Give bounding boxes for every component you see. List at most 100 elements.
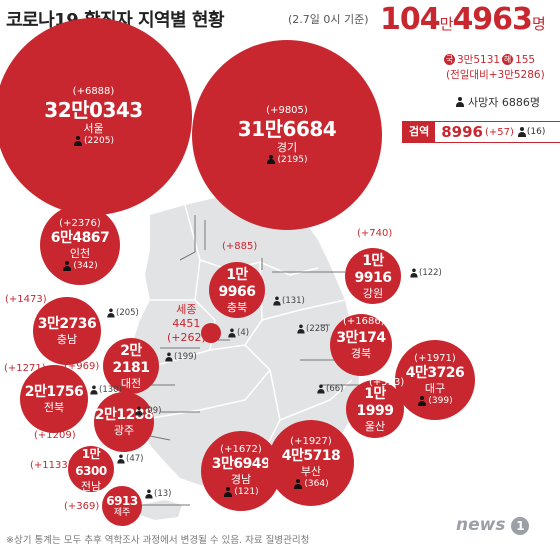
region-name: 충북 — [226, 300, 248, 314]
deaths-tag-jeonbuk: (130) — [89, 385, 122, 395]
region-circle-gyeongnam: (+1672) 3만6949 경남 (121) — [201, 431, 281, 511]
region-circle-gangwon: 1만9916 강원 — [345, 248, 401, 304]
region-circle-sejong — [201, 323, 221, 343]
region-circle-daegu: (+1971) 4만3726 대구 (399) — [395, 340, 475, 420]
region-deaths: (121) — [223, 486, 259, 498]
overseas-badge: 해 — [502, 54, 514, 65]
delta-label-gyeongbuk: (+1686) — [343, 316, 385, 327]
region-total: 3만2736 — [37, 316, 97, 332]
region-delta: (+1672) — [220, 444, 262, 455]
person-icon — [89, 385, 98, 395]
region-delta: (+2376) — [59, 218, 101, 229]
person-icon — [134, 406, 143, 416]
region-circle-chungbuk: 1만9966 충북 — [209, 262, 265, 318]
region-total: 1만6300 — [75, 446, 107, 478]
region-name: 서울 — [83, 122, 104, 135]
sejong-label: 세종 4451 (+262) — [167, 303, 206, 345]
region-deaths: (2195) — [267, 154, 308, 166]
total-breakdown: 국 3만5131 해 155 — [444, 52, 535, 67]
person-icon — [293, 479, 302, 489]
region-name: 인천 — [69, 247, 91, 260]
region-circle-ulsan: 1만1999 울산 — [346, 380, 404, 438]
region-total: 1만9966 — [218, 266, 256, 300]
delta-label-chungnam: (+1473) — [5, 294, 47, 305]
region-delta: (+262) — [167, 331, 206, 344]
deaths-tag-gyeongbuk: (228) — [296, 324, 329, 334]
region-total: 6만4867 — [50, 230, 110, 246]
total-deaths: 사망자 6886명 — [455, 94, 540, 110]
region-deaths-value: (2205) — [84, 136, 114, 146]
region-deaths: (399) — [417, 395, 453, 407]
region-total: 3만174 — [336, 330, 386, 346]
person-icon — [106, 308, 115, 318]
person-icon — [223, 487, 232, 497]
person-icon — [73, 136, 82, 146]
source-note: ※상기 통계는 모두 추후 역학조사 과정에서 변경될 수 있음. 자료 질병관… — [6, 535, 310, 546]
person-icon — [518, 127, 527, 137]
person-icon — [62, 261, 71, 271]
person-icon — [455, 97, 464, 107]
region-total: 32만0343 — [44, 98, 143, 122]
region-name: 전남 — [80, 479, 102, 493]
region-circle-gyeonggi: (+9805) 31만6684 경기 (2195) — [192, 40, 382, 230]
region-name: 경북 — [350, 347, 372, 360]
region-deaths-value: (342) — [73, 261, 98, 271]
region-deaths-value: (2195) — [277, 154, 308, 165]
region-total: 4451 — [172, 317, 201, 330]
region-delta: (+9805) — [266, 104, 308, 116]
deaths-tag-chungnam: (205) — [106, 308, 139, 318]
delta-label-jeonbuk: (+1271) — [4, 363, 46, 374]
person-icon — [272, 296, 281, 306]
news1-logo: news 1 — [456, 515, 530, 535]
delta-label-gwangju: (+1209) — [34, 430, 76, 441]
deaths-tag-chungbuk: (131) — [272, 296, 305, 306]
region-name: 광주 — [113, 424, 135, 437]
total-deaths-label: 사망자 6886명 — [468, 96, 540, 109]
person-icon — [316, 384, 325, 394]
person-icon — [164, 352, 173, 362]
region-name: 부산 — [300, 465, 322, 478]
region-circle-gwangju: 2만1288 광주 — [94, 392, 154, 452]
quarantine-row: 검역 8996 (+57) (16) — [402, 121, 560, 143]
region-total: 6913 — [106, 493, 138, 508]
region-total: 2만2181 — [112, 342, 150, 376]
person-icon — [409, 268, 418, 278]
region-deaths: (364) — [293, 478, 329, 490]
region-deaths: (342) — [62, 260, 98, 272]
region-name: 울산 — [364, 419, 386, 433]
total-part-a: 104 — [380, 2, 441, 37]
region-total: 4만3726 — [405, 365, 465, 381]
person-icon — [417, 396, 426, 406]
delta-label-daejeon: (+969) — [64, 361, 100, 372]
region-total: 2만1756 — [24, 384, 84, 400]
region-total: 1만1999 — [356, 385, 394, 419]
jeju-shape — [140, 500, 182, 520]
region-delta: (+1927) — [290, 436, 332, 447]
delta-label-jeju: (+369) — [64, 501, 100, 512]
region-total: 31만6684 — [237, 116, 337, 141]
region-circle-gyeongbuk: 3만174 경북 — [330, 314, 392, 376]
person-icon — [227, 328, 236, 338]
region-deaths-value: (399) — [428, 396, 453, 406]
region-circle-chungnam: 3만2736 충남 — [33, 297, 101, 365]
page-subtitle: (2.7일 0시 기준) — [288, 13, 369, 26]
deaths-tag-daejeon: (199) — [164, 352, 197, 362]
quarantine-deaths-value: (16) — [526, 127, 546, 137]
region-name: 제주 — [113, 507, 131, 518]
deaths-tag-jeonnam: (47) — [116, 454, 143, 464]
delta-label-gangwon: (+740) — [357, 228, 393, 239]
total-unit: 만 — [439, 15, 454, 33]
region-circle-busan: (+1927) 4만5718 부산 (364) — [268, 420, 354, 506]
domestic-count: 3만5131 — [457, 54, 501, 66]
region-circle-seoul: (+6888) 32만0343 서울 (2205) — [0, 18, 192, 215]
region-delta: (+6888) — [72, 86, 115, 97]
total-part-b: 4963 — [452, 2, 532, 37]
region-name: 대구 — [424, 382, 446, 395]
deaths-tag-gwangju: (99) — [134, 406, 161, 416]
delta-label-chungbuk: (+885) — [222, 241, 258, 252]
deaths-tag-jeju: (13) — [144, 489, 171, 499]
region-name: 세종 — [176, 303, 197, 316]
daily-change: (전일대비+3만5286) — [446, 69, 545, 81]
deaths-tag-ulsan: (66) — [316, 384, 343, 394]
